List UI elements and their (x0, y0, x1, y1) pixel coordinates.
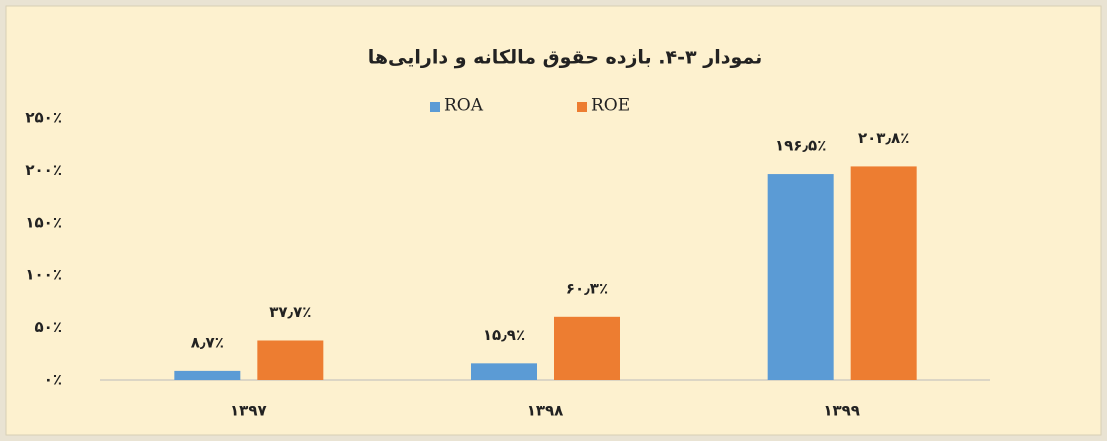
legend-label: ROA (444, 96, 484, 116)
y-tick-label: ۵۰٪ (35, 318, 62, 336)
bar (767, 174, 834, 380)
chart-background (5, 5, 1102, 436)
y-tick-label: ۰٪ (44, 371, 62, 389)
data-label: ۱۵٫۹٪ (483, 326, 525, 344)
y-tick-label: ۲۰۰٪ (25, 161, 62, 179)
data-label: ۸٫۷٪ (191, 333, 224, 351)
bar (850, 166, 917, 380)
bar (257, 340, 324, 380)
data-label: ۲۰۳٫۸٪ (858, 129, 909, 147)
bar (554, 316, 620, 380)
x-tick-label: ۱۳۹۹ (823, 402, 860, 420)
legend-label: ROE (591, 96, 630, 116)
legend-swatch (430, 102, 440, 112)
bar (174, 370, 241, 380)
x-tick-label: ۱۳۹۷ (230, 402, 267, 420)
legend-swatch (577, 102, 587, 112)
x-tick-label: ۱۳۹۸ (527, 402, 564, 420)
chart-title: نمودار ۳-۴. بازده حقوق مالکانه و دارایی‌… (368, 47, 763, 69)
y-tick-label: ۲۵۰٪ (25, 109, 62, 127)
data-label: ۶۰٫۳٪ (566, 279, 608, 297)
data-label: ۳۷٫۷٪ (269, 303, 311, 321)
data-label: ۱۹۶٫۵٪ (775, 137, 826, 155)
y-tick-label: ۱۵۰٪ (25, 213, 62, 231)
y-tick-label: ۱۰۰٪ (25, 266, 62, 284)
bar (471, 363, 537, 380)
